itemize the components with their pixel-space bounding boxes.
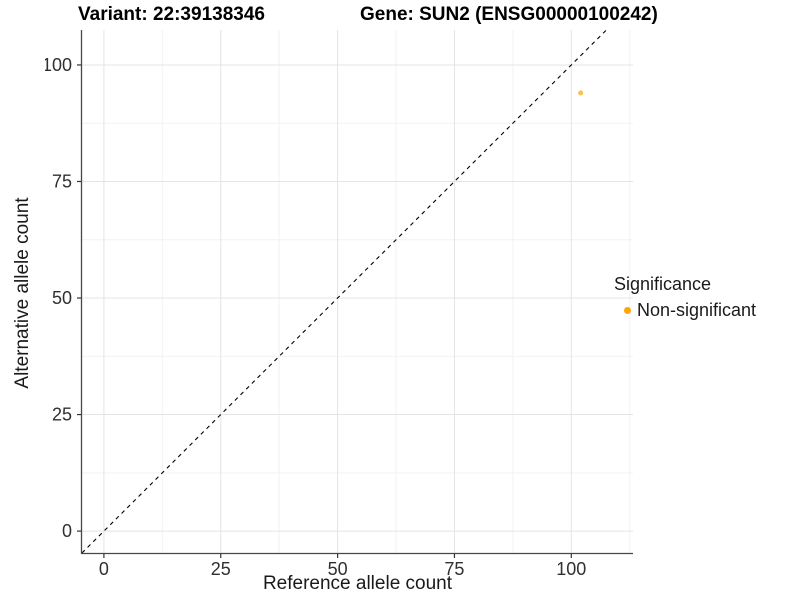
x-axis-title: Reference allele count (262, 573, 453, 594)
gridlines-minor (81, 30, 633, 553)
plot-panel: 0 25 50 75 100 0 25 50 75 100 (45, 29, 633, 579)
legend-item-label: Non-significant (637, 300, 757, 320)
svg-text:0: 0 (62, 521, 72, 541)
legend-title: Significance (614, 274, 712, 294)
svg-text:25: 25 (52, 405, 72, 425)
svg-text:50: 50 (52, 288, 72, 308)
svg-text:75: 75 (52, 171, 72, 191)
svg-text:100: 100 (45, 55, 72, 75)
axis-ticks (77, 64, 572, 558)
svg-text:75: 75 (444, 559, 464, 579)
gridlines-major (81, 30, 633, 553)
data-point (578, 90, 584, 96)
svg-text:0: 0 (99, 559, 109, 579)
svg-text:50: 50 (328, 559, 348, 579)
plot-title-gene: Gene: SUN2 (ENSG00000100242) (360, 4, 658, 25)
data-points (578, 90, 584, 96)
legend-item-non-significant: Non-significant (614, 300, 756, 321)
x-tick-labels: 0 25 50 75 100 (99, 559, 586, 579)
plot-title-variant: Variant: 22:39138346 (78, 4, 265, 25)
svg-text:100: 100 (556, 559, 586, 579)
identity-line (81, 29, 607, 554)
legend-point-icon (624, 307, 631, 314)
y-axis-title: Alternative allele count (12, 197, 33, 389)
y-tick-labels: 0 25 50 75 100 (45, 55, 72, 541)
svg-text:25: 25 (211, 559, 231, 579)
legend: Significance Non-significant (614, 274, 756, 321)
